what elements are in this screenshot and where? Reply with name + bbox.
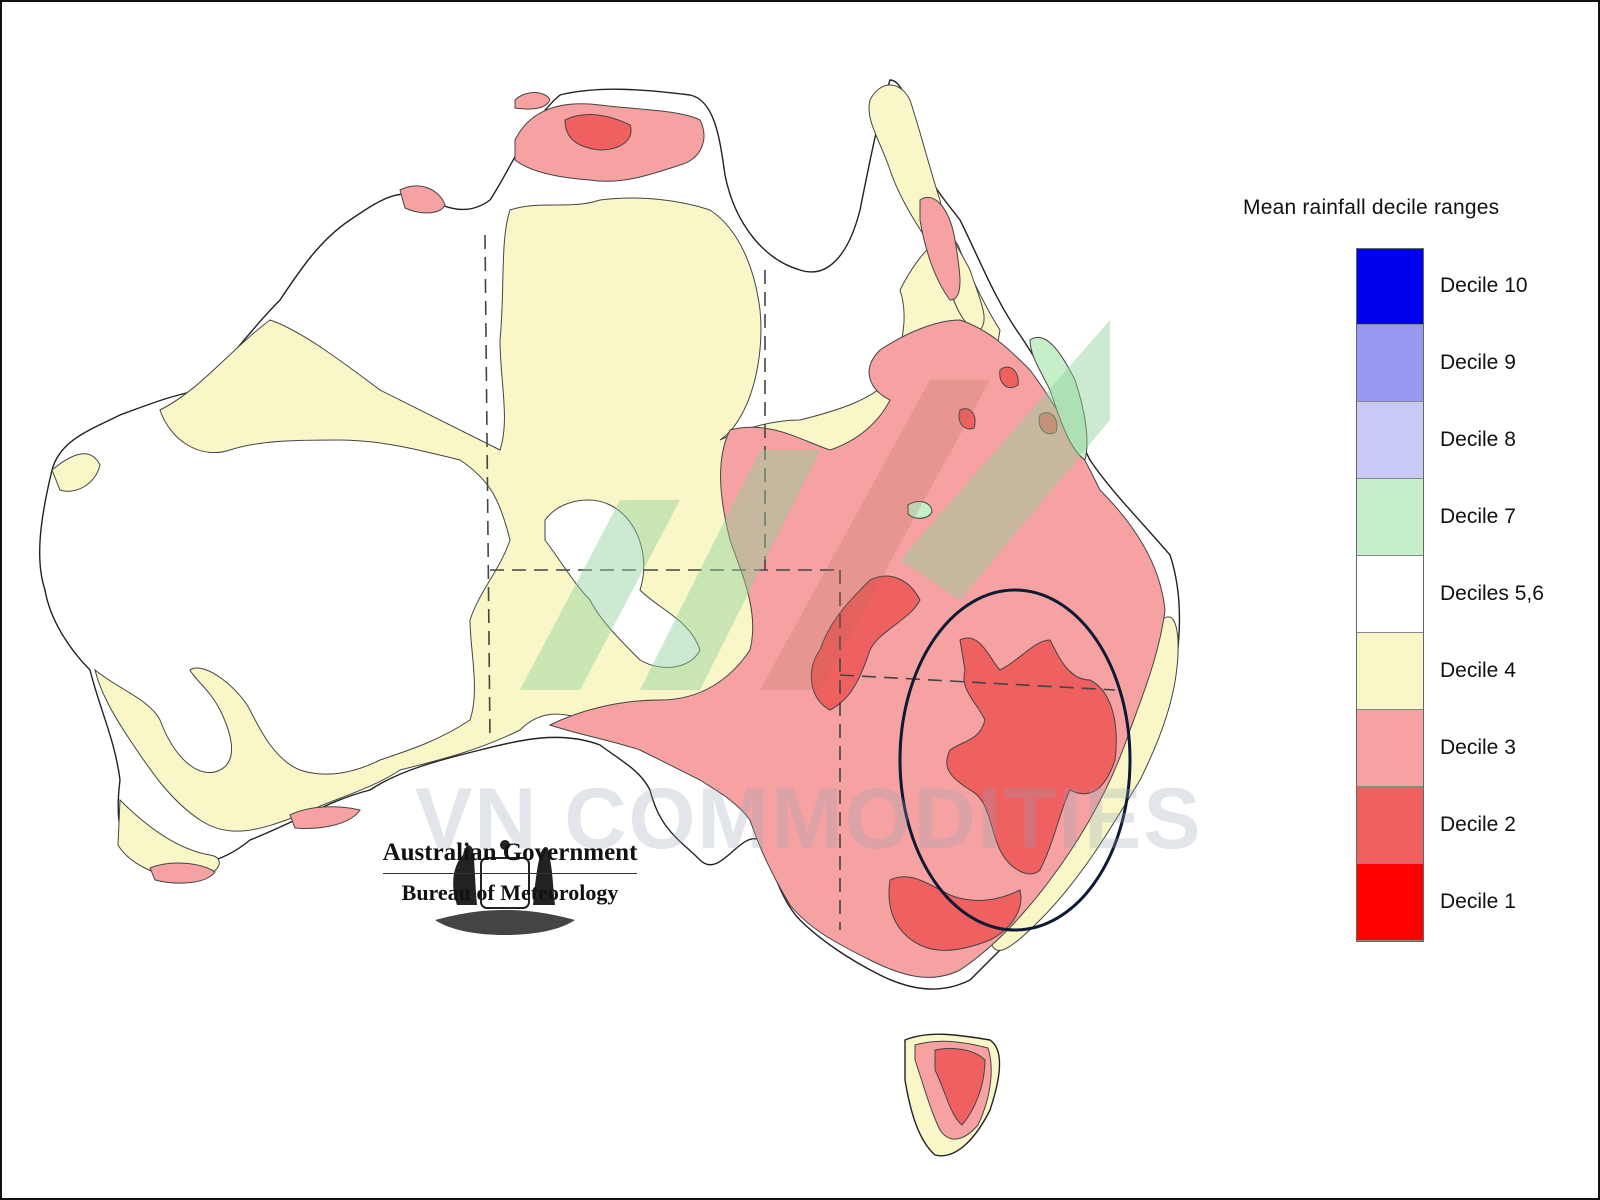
legend-swatch <box>1356 864 1424 941</box>
legend-item-decile-3: Decile 3 <box>1356 710 1596 787</box>
decile2-region-central-qld <box>810 575 921 711</box>
legend-swatch <box>1356 633 1424 710</box>
deciles56-interior-patch <box>544 499 701 668</box>
legend-title: Mean rainfall decile ranges <box>1243 196 1500 219</box>
government-name: Australian Government <box>382 839 638 874</box>
legend-swatch <box>1356 479 1424 556</box>
legend-swatch <box>1356 325 1424 402</box>
coat-of-arms-icon <box>435 840 575 935</box>
legend-item-decile-8: Decile 8 <box>1356 402 1596 479</box>
legend-item-decile-4: Decile 4 <box>1356 633 1596 710</box>
legend-swatch <box>1356 787 1424 864</box>
legend-label: Decile 2 <box>1440 813 1516 836</box>
decile3-region-sw-tip <box>149 862 216 884</box>
decile2-region-top-end <box>564 114 632 151</box>
decile4-region-southwest <box>117 798 220 881</box>
highlight-ellipse <box>898 588 1132 932</box>
decile2-region-nsw <box>946 637 1117 875</box>
legend-swatch <box>1356 402 1424 479</box>
legend-swatch <box>1356 556 1424 633</box>
legend-item-decile-1: Decile 1 <box>1356 864 1596 941</box>
decile2-region-victoria <box>888 876 1022 951</box>
watermark-shapes <box>520 320 1110 690</box>
decile7-region <box>907 501 933 519</box>
legend-item-decile-7: Decile 7 <box>1356 479 1596 556</box>
bureau-name: Bureau of Meteorology <box>401 880 619 905</box>
legend-swatch <box>1356 710 1424 787</box>
decile2-region-small-c <box>958 408 976 430</box>
legend-label: Decile 8 <box>1440 428 1516 451</box>
government-logo: Australian Government Bureau of Meteorol… <box>360 835 660 906</box>
decile3-region-cape-york <box>919 197 961 301</box>
decile3-region-kimberley <box>399 185 446 214</box>
legend-item-decile-10: Decile 10 <box>1356 248 1596 325</box>
legend-label: Decile 7 <box>1440 505 1516 528</box>
decile4-region-west-coast <box>51 453 101 492</box>
legend-label: Decile 10 <box>1440 274 1528 297</box>
decile3-region-nt-top <box>514 92 551 110</box>
legend-item-decile-9: Decile 9 <box>1356 325 1596 402</box>
legend-item-deciles-5-6: Deciles 5,6 <box>1356 556 1596 633</box>
legend-label: Deciles 5,6 <box>1440 582 1544 605</box>
legend-swatch <box>1356 248 1424 325</box>
state-borders <box>484 234 1116 930</box>
legend-label: Decile 3 <box>1440 736 1516 759</box>
legend: Decile 10 Decile 9 Decile 8 Decile 7 Dec… <box>1356 248 1596 941</box>
legend-label: Decile 9 <box>1440 351 1516 374</box>
decile2-region-small-a <box>999 366 1019 389</box>
decile2-region-small-b <box>1038 412 1058 435</box>
legend-label: Decile 1 <box>1440 890 1516 913</box>
decile3-region-sa-coast <box>289 806 361 829</box>
tasmania-decile2 <box>934 1047 986 1126</box>
decile7-region-coast <box>1029 337 1088 461</box>
legend-item-decile-2: Decile 2 <box>1356 787 1596 864</box>
legend-label: Decile 4 <box>1440 659 1516 682</box>
